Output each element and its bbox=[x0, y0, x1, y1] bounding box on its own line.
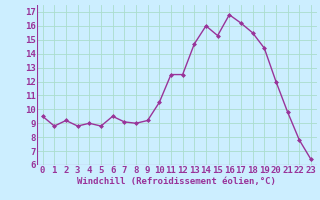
X-axis label: Windchill (Refroidissement éolien,°C): Windchill (Refroidissement éolien,°C) bbox=[77, 177, 276, 186]
